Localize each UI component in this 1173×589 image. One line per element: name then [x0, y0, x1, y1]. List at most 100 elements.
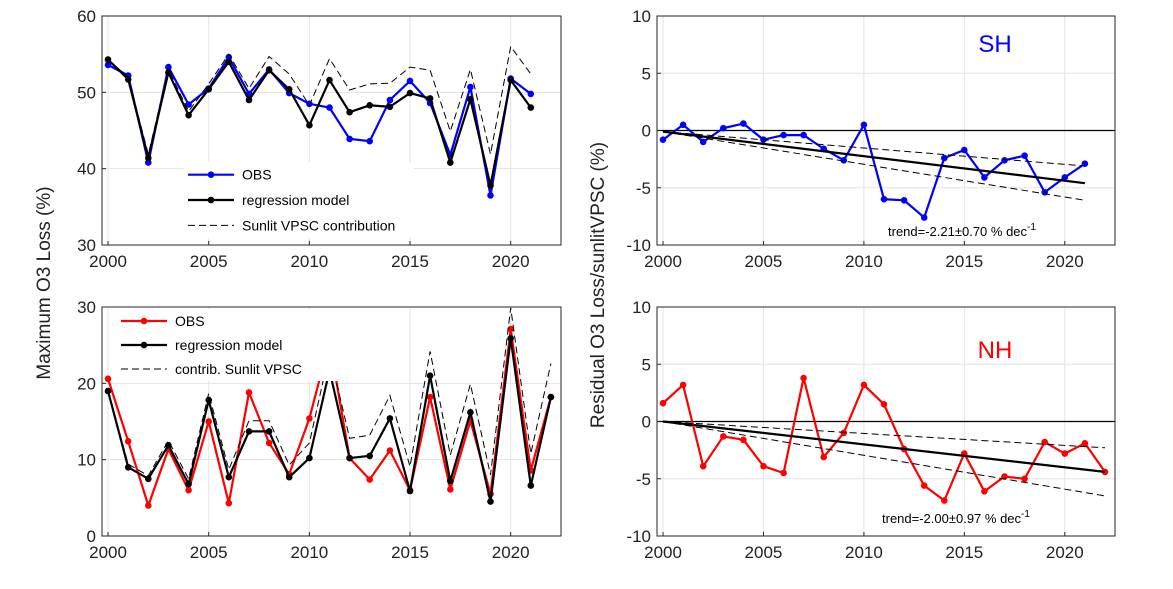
data-point: [760, 462, 767, 470]
legend-marker: [140, 317, 148, 325]
legend-label: contrib. Sunlit VPSC: [175, 361, 302, 377]
data-point: [306, 415, 313, 422]
series-trend-upper: [662, 131, 1085, 167]
data-point: [124, 438, 132, 445]
data-point: [326, 104, 333, 111]
trend-annotation: trend=-2.00±0.97 % dec-1: [882, 509, 1030, 526]
data-point: [487, 192, 494, 199]
data-point: [185, 111, 192, 119]
series-trend-lower: [662, 421, 1106, 497]
data-point: [780, 469, 787, 477]
data-point: [426, 393, 434, 401]
x-tick-label: 2015: [945, 252, 983, 271]
data-point: [145, 475, 152, 483]
sh-residual-panel: 2000 2005 2010 2015 2020 -10 -5 0 5 10 SH trend=-2.…: [626, 7, 1116, 271]
x-tick-label: 2005: [745, 543, 783, 562]
data-point: [406, 77, 414, 85]
legend: OBS regression model Sunlit VPSC contribut…: [184, 162, 414, 238]
trend-annotation-text: trend=-2.00±0.97 % dec: [882, 511, 1022, 526]
data-point: [406, 89, 414, 97]
data-point: [860, 121, 868, 129]
data-point: [880, 195, 888, 203]
y-tick-label: 0: [87, 527, 96, 546]
data-point: [225, 473, 233, 481]
x-tick-label: 2020: [492, 543, 530, 562]
dashed-line: [107, 45, 532, 155]
data-point: [1001, 473, 1008, 480]
x-tick-label: 2005: [190, 543, 228, 562]
hemisphere-label: SH: [978, 31, 1011, 58]
series-trend: [662, 420, 1106, 473]
data-point: [679, 381, 687, 389]
trend-line: [662, 130, 1086, 185]
data-point: [386, 96, 394, 104]
data-point: [659, 399, 667, 407]
series-line: [662, 121, 1086, 220]
hemisphere-label: NH: [978, 337, 1013, 364]
data-point: [386, 103, 394, 111]
y-tick-label: -10: [626, 236, 651, 255]
data-point: [800, 131, 807, 139]
data-point: [265, 66, 273, 74]
data-point: [447, 159, 454, 166]
data-point: [820, 453, 827, 461]
x-tick-label: 2010: [845, 543, 883, 562]
data-point: [487, 182, 494, 189]
data-point: [527, 482, 535, 489]
x-tick-label: 2015: [391, 252, 429, 271]
data-point: [285, 473, 293, 481]
axes-frame: [101, 15, 562, 246]
x-tick-label: 2015: [391, 543, 429, 562]
data-point: [860, 381, 868, 389]
data-point: [447, 477, 454, 485]
y-tick-label: -5: [636, 179, 651, 198]
nh-residual-panel: 2000 2005 2010 2015 2020 -10 -5 0 5 10 NH trend=-2.…: [626, 298, 1116, 562]
data-point: [366, 476, 374, 483]
data-point: [920, 214, 928, 221]
y-tick-label: 0: [642, 122, 651, 141]
x-tick-label: 2000: [644, 543, 682, 562]
trend-annotation-exponent: -1: [1027, 222, 1036, 233]
data-point: [386, 447, 394, 454]
data-point: [185, 486, 192, 494]
data-point: [720, 124, 727, 132]
data-point: [326, 76, 333, 84]
x-tick-label: 2005: [190, 252, 228, 271]
series-trend: [662, 130, 1086, 185]
data-point: [699, 138, 707, 146]
data-point: [961, 146, 968, 154]
data-point: [920, 482, 928, 489]
data-point: [306, 121, 313, 129]
legend-label: regression model: [242, 192, 349, 208]
data-point: [145, 154, 152, 162]
data-point: [104, 61, 112, 69]
series-line: [107, 55, 532, 196]
sh-loss-panel: 2000 2005 2010 2015 2020 30 40 50 60 OBS regressio…: [77, 7, 562, 271]
data-point: [487, 498, 494, 505]
data-point: [104, 375, 112, 383]
x-tick-label: 2005: [745, 252, 783, 271]
series-regression-model: [104, 56, 535, 189]
series-trend-lower: [662, 131, 1085, 201]
x-tick-label: 2000: [644, 252, 682, 271]
x-tick-label: 2010: [290, 252, 328, 271]
x-tick-label: 2020: [492, 252, 530, 271]
data-point: [205, 86, 212, 93]
data-point: [165, 63, 172, 71]
legend-marker: [207, 171, 215, 178]
data-point: [225, 58, 233, 66]
trend-line: [662, 420, 1106, 473]
data-point: [699, 462, 707, 470]
data-point: [306, 454, 313, 462]
data-point: [366, 102, 374, 109]
legend-marker: [207, 196, 215, 204]
data-point: [447, 486, 454, 493]
data-point: [507, 335, 514, 342]
dashed-line: [662, 421, 1106, 449]
y-tick-label: 0: [642, 413, 651, 432]
x-tick-label: 2020: [1046, 252, 1084, 271]
data-point: [1101, 468, 1109, 476]
trend-annotation-text: trend=-2.21±0.70 % dec: [888, 224, 1028, 239]
data-point: [1081, 440, 1089, 447]
y-tick-label: 20: [77, 374, 96, 393]
